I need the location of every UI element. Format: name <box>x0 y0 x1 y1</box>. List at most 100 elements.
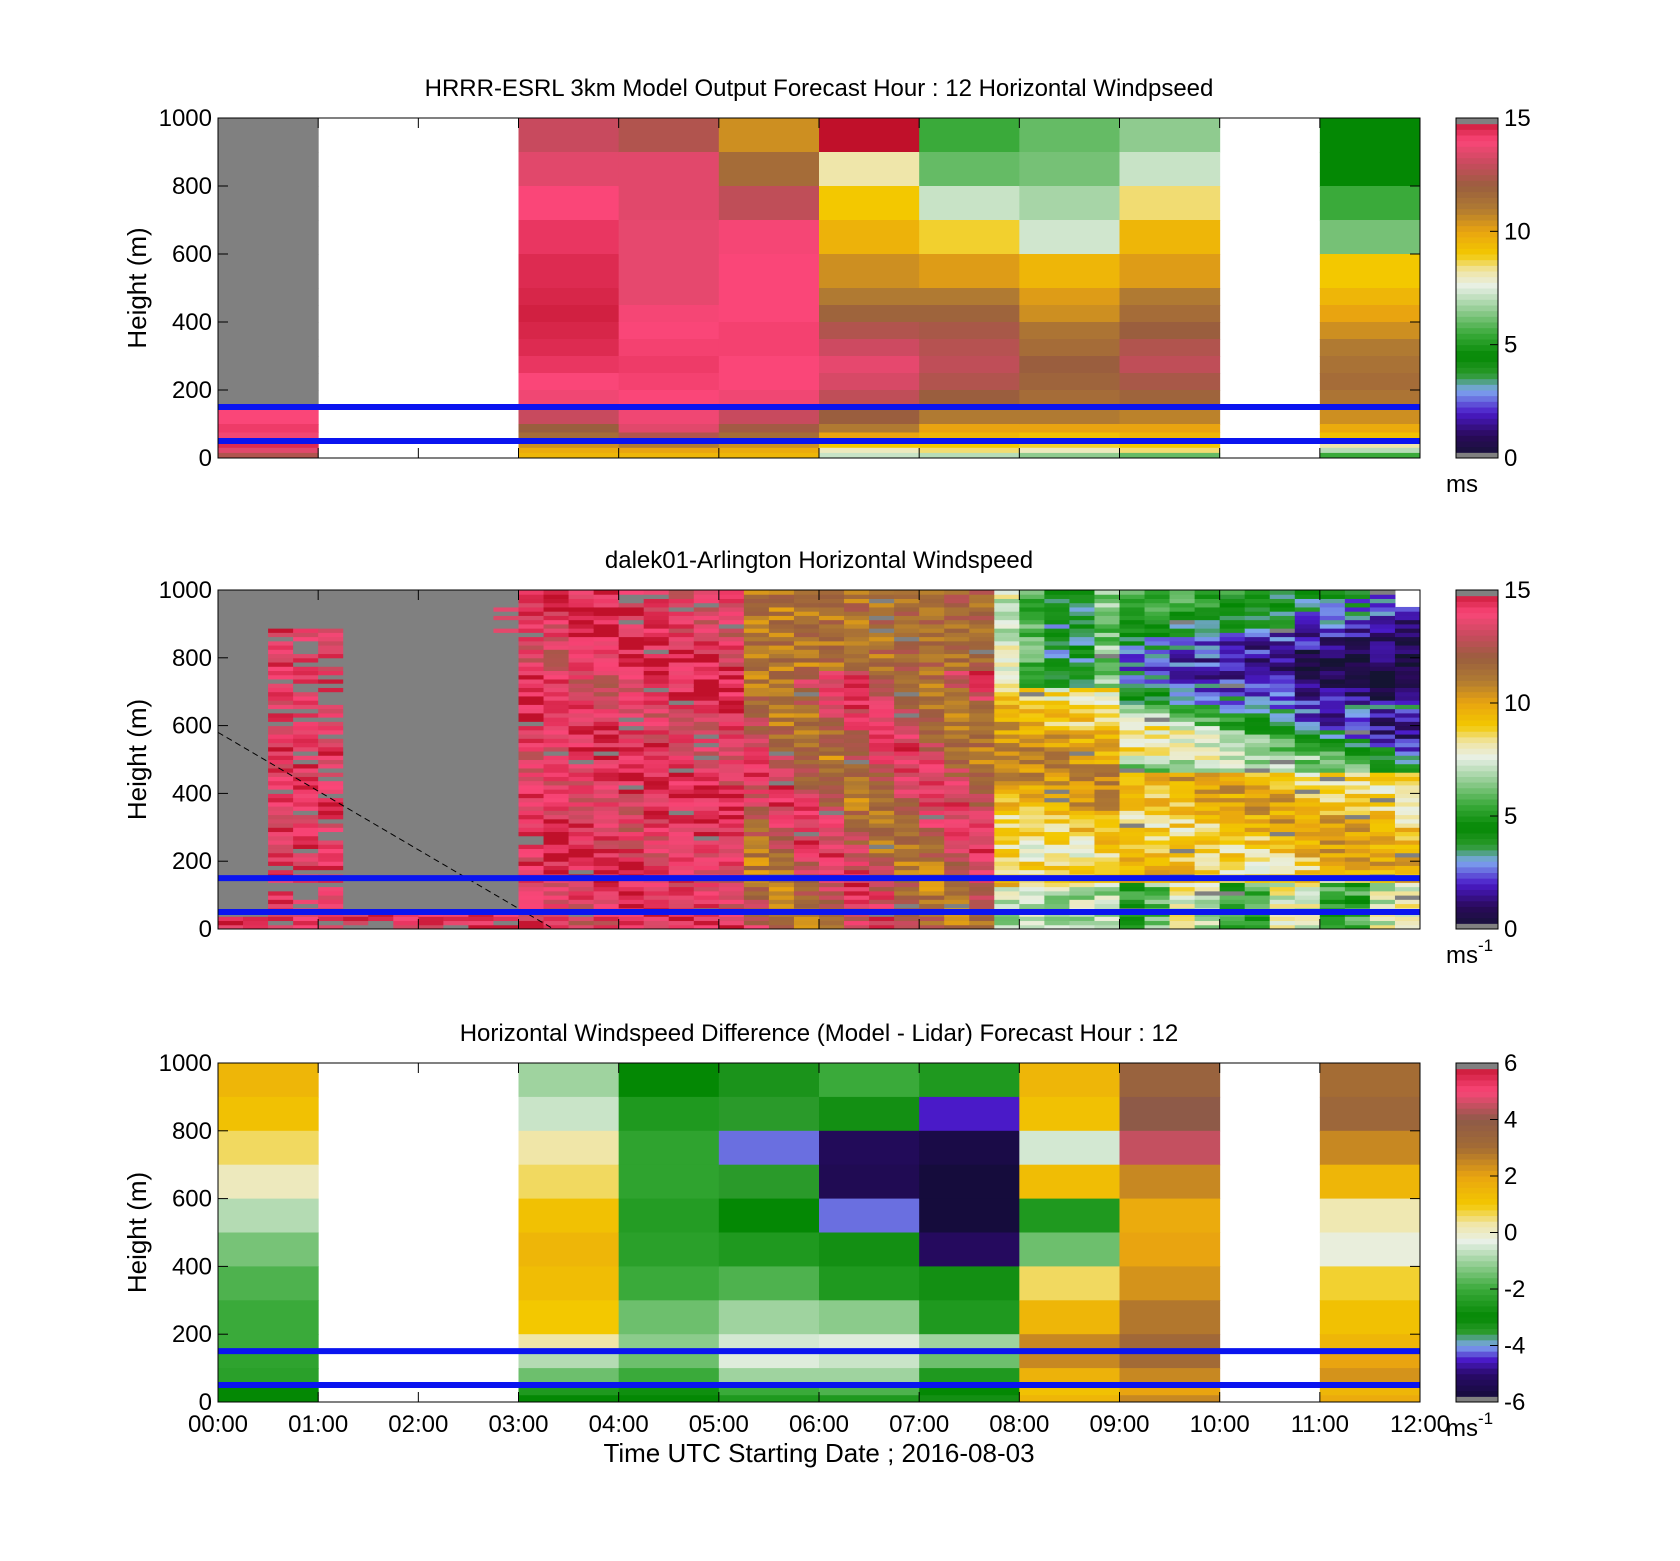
heatmap-cell <box>844 674 870 680</box>
heatmap-cell <box>768 645 795 650</box>
heatmap-cell <box>1144 653 1171 659</box>
heatmap-cell <box>543 861 570 866</box>
heatmap-cell <box>1219 640 1246 646</box>
heatmap-cell <box>1394 823 1421 828</box>
heatmap-cell <box>743 827 770 833</box>
heatmap-cell <box>969 700 995 705</box>
heatmap-cell <box>593 780 620 786</box>
heatmap-cell <box>743 924 770 930</box>
heatmap-cell <box>1144 687 1171 693</box>
heatmap-cell <box>218 645 244 650</box>
heatmap-cell <box>994 767 1020 773</box>
heatmap-cell <box>944 615 970 621</box>
heatmap-cell <box>718 288 820 306</box>
heatmap-cell <box>1369 687 1396 693</box>
heatmap-cell <box>343 890 369 896</box>
heatmap-cell <box>1394 890 1421 896</box>
heatmap-cell <box>618 1164 720 1200</box>
heatmap-cell <box>1344 590 1371 595</box>
heatmap-cell <box>919 823 945 828</box>
heatmap-cell <box>643 700 670 705</box>
heatmap-cell <box>1194 823 1221 828</box>
heatmap-cell <box>1019 835 1045 841</box>
heatmap-cell <box>869 899 895 905</box>
colorbar-swatch <box>1456 322 1498 329</box>
heatmap-cell <box>668 700 695 705</box>
heatmap-cell <box>443 869 469 875</box>
heatmap-cell <box>468 738 494 744</box>
heatmap-cell <box>869 827 895 833</box>
colorbar-swatch <box>1456 333 1498 340</box>
heatmap-cell <box>518 670 545 676</box>
heatmap-cell <box>343 772 369 777</box>
heatmap-cell <box>743 916 770 922</box>
heatmap-cell <box>1069 751 1095 756</box>
heatmap-cell <box>768 895 795 900</box>
heatmap-cell <box>693 611 720 616</box>
heatmap-cell <box>593 801 620 807</box>
heatmap-cell <box>819 776 845 782</box>
colorbar-swatch <box>1456 293 1498 300</box>
heatmap-cell <box>919 691 945 697</box>
heatmap-cell <box>743 903 770 909</box>
heatmap-cell <box>318 886 344 892</box>
heatmap-cell <box>1319 789 1346 794</box>
heatmap-cell <box>919 924 945 930</box>
heatmap-cell <box>743 895 770 900</box>
heatmap-cell <box>944 649 970 655</box>
heatmap-cell <box>1119 738 1146 744</box>
heatmap-cell <box>969 598 995 604</box>
heatmap-cell <box>919 186 1020 221</box>
heatmap-cell <box>994 797 1020 803</box>
heatmap-cell <box>393 916 419 922</box>
heatmap-cell <box>543 615 570 621</box>
heatmap-cell <box>969 721 995 727</box>
heatmap-cell <box>1219 632 1246 638</box>
heatmap-cell <box>1119 776 1146 782</box>
heatmap-cell <box>969 848 995 854</box>
heatmap-cell <box>568 844 595 849</box>
heatmap-cell <box>1044 649 1070 655</box>
heatmap-cell <box>1344 856 1371 862</box>
heatmap-cell <box>443 793 469 799</box>
colorbar-swatch <box>1456 1074 1498 1081</box>
heatmap-cell <box>1119 619 1146 625</box>
heatmap-cell <box>1144 890 1171 896</box>
heatmap-cell <box>793 649 820 655</box>
heatmap-cell <box>844 776 870 782</box>
heatmap-cell <box>243 700 269 705</box>
heatmap-cell <box>218 814 244 820</box>
heatmap-cell <box>243 861 269 866</box>
heatmap-cell <box>1269 708 1296 714</box>
heatmap-cell <box>418 708 444 714</box>
heatmap-cell <box>243 767 269 773</box>
heatmap-cell <box>268 729 294 735</box>
heatmap-cell <box>1369 712 1396 718</box>
heatmap-cell <box>819 640 845 646</box>
heatmap-cell <box>243 717 269 722</box>
heatmap-cell <box>894 861 920 866</box>
heatmap-cell <box>268 606 294 612</box>
heatmap-cell <box>493 628 519 633</box>
heatmap-cell <box>693 738 720 744</box>
heatmap-cell <box>1094 755 1120 760</box>
heatmap-cell <box>293 899 319 905</box>
heatmap-cell <box>393 899 419 905</box>
heatmap-cell <box>1244 751 1271 756</box>
heatmap-cell <box>844 636 870 642</box>
heatmap-cell <box>844 695 870 701</box>
heatmap-cell <box>643 856 670 862</box>
heatmap-cell <box>1144 882 1171 888</box>
heatmap-cell <box>218 890 244 896</box>
heatmap-cell <box>1244 780 1271 786</box>
heatmap-cell <box>743 776 770 782</box>
heatmap-cell <box>393 869 419 875</box>
heatmap-cell <box>743 725 770 731</box>
heatmap-cell <box>393 856 419 862</box>
heatmap-cell <box>343 759 369 765</box>
heatmap-cell <box>969 924 995 930</box>
heatmap-cell <box>243 687 269 693</box>
heatmap-cell <box>443 797 469 803</box>
heatmap-cell <box>493 797 519 803</box>
heatmap-cell <box>568 611 595 616</box>
